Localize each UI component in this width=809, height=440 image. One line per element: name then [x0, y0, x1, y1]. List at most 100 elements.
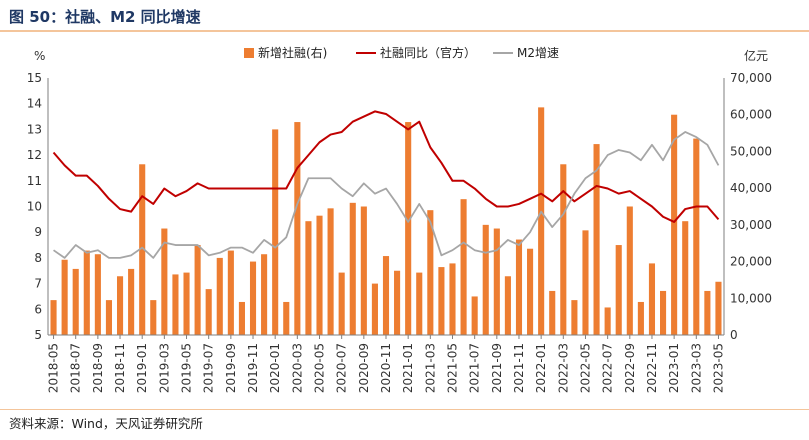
- bar-2022-07: [604, 307, 611, 335]
- axes: 5 6 7 8 9 10 11 12 13 14 15 0 10,000 20,000 30,000 40,0…: [27, 71, 772, 393]
- bar-2018-12: [128, 268, 135, 335]
- bar-2020-06: [327, 208, 334, 335]
- x-tick-label: 2020-05: [313, 343, 327, 393]
- left-tick-label: 8: [34, 251, 42, 265]
- legend: 新增社融(右) 社融同比（官方） M2增速: [244, 45, 559, 60]
- bar-2019-03: [161, 228, 168, 335]
- bar-2019-05: [183, 272, 190, 335]
- x-tick-label: 2023-03: [689, 343, 703, 393]
- bar-2022-06: [593, 144, 600, 335]
- x-tick-label: 2022-05: [578, 343, 592, 393]
- source-rule: [0, 409, 809, 410]
- bar-2022-09: [626, 206, 633, 335]
- figure-title: 图 50：社融、M2 同比增速: [9, 8, 201, 26]
- x-tick-label: 2021-11: [512, 343, 526, 393]
- bar-2019-02: [150, 300, 157, 335]
- x-tick-label: 2020-01: [268, 343, 282, 393]
- bar-2022-10: [637, 301, 644, 335]
- legend-swatch-tsf-new: [244, 48, 254, 58]
- left-tick-label: 7: [34, 277, 42, 291]
- x-tick-label: 2022-03: [556, 343, 570, 393]
- right-tick-label: 60,000: [730, 108, 772, 122]
- left-tick-label: 15: [27, 71, 42, 85]
- bar-2019-04: [172, 274, 179, 335]
- right-tick-label: 0: [730, 328, 738, 342]
- legend-label-m2: M2增速: [517, 46, 559, 60]
- bar-2019-10: [238, 301, 245, 335]
- x-tick-label: 2020-07: [335, 343, 349, 393]
- bar-2018-09: [94, 254, 101, 335]
- bar-2021-10: [504, 276, 511, 335]
- bar-2019-08: [216, 257, 223, 335]
- x-tick-label: 2019-07: [202, 343, 216, 393]
- x-tick-label: 2018-09: [91, 343, 105, 393]
- bar-2020-11: [382, 256, 390, 335]
- chart: % 亿元 新增社融(右) 社融同比（官方） M2增速 5 6 7 8 9 10 11 12 13 14…: [27, 45, 772, 393]
- x-tick-label: 2019-01: [135, 343, 149, 393]
- bar-2023-04: [704, 290, 711, 335]
- bar-2020-12: [394, 270, 401, 335]
- bar-2019-06: [194, 245, 201, 335]
- bar-2020-04: [305, 221, 312, 335]
- title-rule: [0, 30, 809, 32]
- bar-2019-07: [205, 289, 212, 335]
- left-tick-label: 11: [27, 174, 42, 188]
- bar-2022-12: [660, 290, 667, 335]
- bar-2022-04: [571, 300, 578, 335]
- x-tick-label: 2023-05: [711, 343, 725, 393]
- bar-2020-03: [294, 122, 301, 335]
- bar-2021-08: [482, 224, 489, 335]
- bar-2021-11: [515, 239, 523, 335]
- bar-2021-03: [427, 210, 434, 335]
- bar-series: [50, 107, 722, 336]
- left-tick-label: 5: [34, 328, 42, 342]
- left-tick-label: 14: [27, 97, 42, 111]
- x-tick-label: 2022-01: [534, 343, 548, 393]
- bar-2020-05: [316, 215, 323, 335]
- x-tick-label: 2019-09: [224, 343, 238, 393]
- bar-2021-07: [471, 296, 478, 335]
- bar-2022-03: [560, 164, 567, 335]
- right-tick-label: 40,000: [730, 181, 772, 195]
- bar-2021-05: [449, 263, 456, 335]
- x-tick-label: 2018-07: [69, 343, 83, 393]
- right-tick-label: 50,000: [730, 144, 772, 158]
- bar-2020-10: [371, 283, 378, 335]
- bar-2018-07: [72, 268, 79, 335]
- bar-2023-01: [671, 114, 678, 336]
- legend-label-tsf-new: 新增社融(右): [258, 45, 327, 60]
- bar-2022-01: [538, 107, 545, 336]
- bar-2020-09: [360, 206, 367, 335]
- m2-growth-line: [53, 131, 720, 259]
- bar-2023-02: [682, 221, 689, 335]
- x-tick-label: 2019-03: [157, 343, 171, 393]
- bar-2020-02: [283, 301, 290, 335]
- right-tick-label: 20,000: [730, 255, 772, 269]
- bar-2018-11: [116, 276, 124, 335]
- bar-2020-01: [272, 129, 279, 335]
- bar-2023-03: [693, 138, 700, 335]
- left-tick-label: 12: [27, 148, 42, 162]
- bar-2018-05: [50, 300, 57, 335]
- bar-2021-09: [493, 228, 500, 335]
- x-tick-label: 2021-01: [401, 343, 415, 393]
- bar-2019-12: [261, 254, 268, 335]
- left-tick-label: 9: [34, 225, 42, 239]
- bar-2019-09: [227, 250, 234, 335]
- x-tick-label: 2022-09: [623, 343, 637, 393]
- left-axis-unit: %: [34, 49, 45, 63]
- x-tick-label: 2018-11: [113, 343, 127, 393]
- bar-2020-07: [338, 272, 345, 335]
- x-tick-label: 2021-07: [468, 343, 482, 393]
- bar-2020-08: [349, 202, 356, 335]
- source-note: 资料来源：Wind，天风证券研究所: [9, 416, 203, 431]
- bar-2023-05: [715, 281, 722, 335]
- x-tick-label: 2022-11: [645, 343, 659, 393]
- x-tick-label: 2022-07: [601, 343, 615, 393]
- x-tick-label: 2020-11: [379, 343, 393, 393]
- x-tick-label: 2019-05: [180, 343, 194, 393]
- bar-2019-01: [139, 164, 146, 335]
- x-tick-label: 2020-03: [290, 343, 304, 393]
- x-tick-label: 2020-09: [357, 343, 371, 393]
- bar-2019-11: [249, 261, 257, 335]
